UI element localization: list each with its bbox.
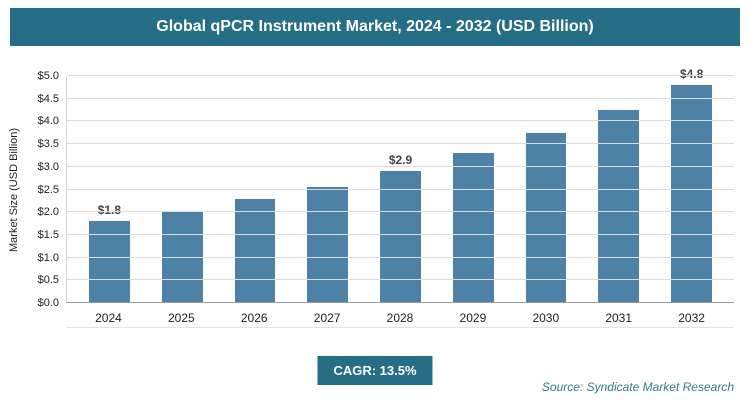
y-tick-label: $1.0 <box>37 251 59 264</box>
bar-slot-2028: $2.9 <box>364 76 437 303</box>
y-tick-label: $0.5 <box>37 274 59 287</box>
gridline <box>67 211 734 213</box>
gridline <box>67 120 734 122</box>
y-tick-label: $2.0 <box>37 206 59 219</box>
chart-panel: Global qPCR Instrument Market, 2024 - 20… <box>0 8 750 417</box>
gridline <box>67 188 734 190</box>
x-axis-labels: 2024 2025 2026 2027 2028 2029 2030 2031 2032 <box>66 303 734 328</box>
gridline <box>67 75 734 76</box>
x-tick-label-2032: 2032 <box>678 311 705 325</box>
y-tick-label: $4.5 <box>37 92 59 105</box>
bars-row: $1.8 $2.9 $4.8 <box>67 67 734 303</box>
y-tick-label: $4.0 <box>37 115 59 128</box>
y-tick-label: $5.0 <box>37 70 59 82</box>
bar-slot-2029 <box>437 76 510 303</box>
bar-slot-2030 <box>510 76 583 303</box>
bar-slot-2031 <box>582 76 655 303</box>
bar-2026 <box>234 198 276 303</box>
plot-wrapper: $1.8 $2.9 $4.8 2024 2025 2026 2027 2028 2029 203… <box>66 67 734 328</box>
y-tick-label: $3.0 <box>37 160 59 173</box>
plot-area: $1.8 $2.9 $4.8 <box>66 67 734 303</box>
chart-title: Global qPCR Instrument Market, 2024 - 20… <box>156 18 594 35</box>
x-tick-label-2024: 2024 <box>95 311 122 325</box>
bar-2031 <box>598 110 640 303</box>
source-note: Source: Syndicate Market Research <box>541 380 734 394</box>
bar-2030 <box>525 132 567 303</box>
bar-chart: Market Size (USD Billion) $0.0 $0.5 $1.0 $1… <box>8 67 734 328</box>
y-axis-title: Market Size (USD Billion) <box>8 127 20 252</box>
x-tick-label-2030: 2030 <box>532 311 560 325</box>
data-label-2024: $1.8 <box>98 203 121 217</box>
y-tick-label: $2.5 <box>37 183 59 196</box>
bar-2028: $2.9 <box>380 153 421 303</box>
chart-footer: CAGR: 13.5% Source: Syndicate Market Res… <box>0 356 750 402</box>
gridline <box>67 256 734 258</box>
x-axis-line <box>67 302 734 303</box>
gridline <box>67 279 734 281</box>
gridline <box>67 97 734 99</box>
bar-slot-2025 <box>146 76 219 303</box>
x-tick-label-2027: 2027 <box>313 311 341 325</box>
bar-2029 <box>452 153 494 303</box>
x-tick-label-2025: 2025 <box>167 311 195 325</box>
x-tick-label-2028: 2028 <box>386 311 414 325</box>
bar-slot-2027 <box>291 76 364 303</box>
bar-slot-2032: $4.8 <box>655 67 728 303</box>
x-tick-label-2029: 2029 <box>459 311 487 325</box>
cagr-badge: CAGR: 13.5% <box>317 356 433 385</box>
y-tick-label: $1.5 <box>37 228 59 241</box>
gridline <box>67 233 734 235</box>
y-tick-label: $0.0 <box>37 297 59 309</box>
data-label-2032: $4.8 <box>680 67 703 81</box>
y-axis-ticks: $0.0 $0.5 $1.0 $1.5 $2.0 $2.5 $3.0 $3.5 $4.0 $4.5… <box>26 70 66 309</box>
chart-title-bar: Global qPCR Instrument Market, 2024 - 20… <box>10 8 740 46</box>
gridline <box>67 143 734 145</box>
gridline <box>67 165 734 167</box>
x-tick-label-2031: 2031 <box>605 311 633 325</box>
y-tick-label: $3.5 <box>37 138 59 151</box>
bar-2027 <box>307 187 349 303</box>
bar-slot-2026 <box>219 76 292 303</box>
x-tick-label-2026: 2026 <box>240 311 268 325</box>
bar-slot-2024: $1.8 <box>73 76 146 303</box>
bar-2032: $4.8 <box>671 67 713 303</box>
data-label-2028: $2.9 <box>388 153 413 168</box>
